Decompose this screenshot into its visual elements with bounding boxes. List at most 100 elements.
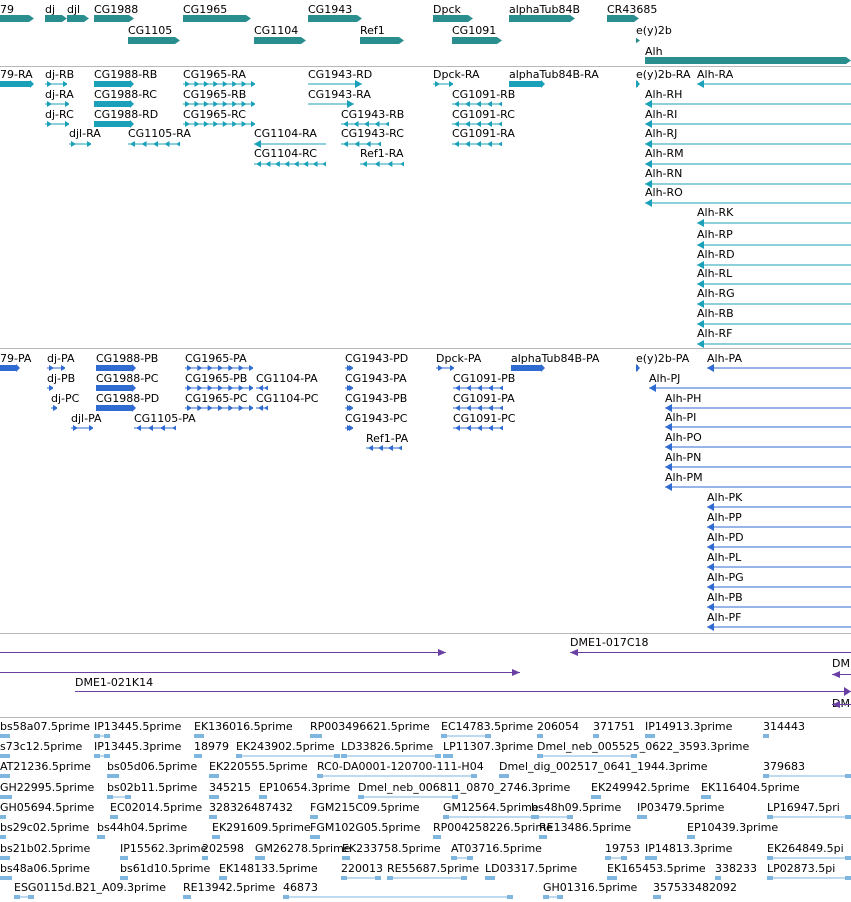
est-label[interactable]: bs29c02.5prime: [0, 821, 90, 834]
protein-label[interactable]: e(y)2b-PA: [636, 352, 690, 365]
est-glyph[interactable]: [194, 753, 202, 759]
est-label[interactable]: 328326487432: [209, 801, 293, 814]
est-glyph[interactable]: [593, 733, 599, 739]
protein-label[interactable]: dj-PB: [47, 372, 76, 385]
est-glyph[interactable]: [499, 773, 509, 779]
est-label[interactable]: EC14783.5prime: [441, 720, 534, 733]
est-label[interactable]: EC02014.5prime: [110, 801, 203, 814]
clone-glyph[interactable]: [0, 648, 446, 657]
est-label[interactable]: bs48h09.5prime: [531, 801, 622, 814]
protein-glyph[interactable]: [366, 444, 402, 452]
est-label[interactable]: IP15562.3prime: [120, 842, 208, 855]
est-glyph[interactable]: [107, 794, 131, 800]
est-glyph[interactable]: [358, 794, 458, 800]
est-label[interactable]: EK220555.5prime: [209, 760, 308, 773]
est-label[interactable]: EK116404.5prime: [701, 781, 800, 794]
est-label[interactable]: LD33826.5prime: [341, 740, 434, 753]
gene-glyph[interactable]: [509, 14, 575, 23]
est-label[interactable]: bs48a06.5prime: [0, 862, 90, 875]
est-label[interactable]: IP03479.5prime: [637, 801, 725, 814]
est-glyph[interactable]: [97, 834, 105, 840]
protein-glyph[interactable]: [185, 404, 253, 412]
transcript-glyph[interactable]: [308, 80, 362, 88]
protein-label[interactable]: Alh-PG: [707, 571, 744, 584]
est-label[interactable]: RC0-DA0001-120700-111-H04: [317, 760, 484, 773]
transcript-label[interactable]: Alh-RD: [697, 248, 735, 261]
est-glyph[interactable]: [202, 855, 208, 861]
transcript-label[interactable]: CG1943-RA: [308, 88, 371, 101]
transcript-glyph[interactable]: [645, 120, 851, 128]
transcript-label[interactable]: CG1104-RC: [254, 147, 317, 160]
est-glyph[interactable]: [433, 834, 441, 840]
protein-glyph[interactable]: [71, 424, 93, 432]
transcript-label[interactable]: Alh-RG: [697, 287, 735, 300]
est-glyph[interactable]: [531, 814, 539, 820]
est-label[interactable]: ESG0115d.B21_A09.3prime: [14, 881, 167, 894]
est-glyph[interactable]: [451, 855, 473, 861]
est-glyph[interactable]: [0, 733, 10, 739]
transcript-label[interactable]: Alh-RO: [645, 186, 683, 199]
protein-glyph[interactable]: [345, 404, 353, 412]
est-label[interactable]: EP10439.3prime: [687, 821, 779, 834]
protein-label[interactable]: CG1988-PC: [96, 372, 159, 385]
est-label[interactable]: GH01316.5prime: [543, 881, 638, 894]
gene-label[interactable]: CG1943: [308, 3, 353, 16]
est-glyph[interactable]: [341, 875, 381, 881]
est-glyph[interactable]: [637, 814, 647, 820]
est-glyph[interactable]: [317, 773, 477, 779]
transcript-glyph[interactable]: [645, 160, 851, 168]
est-label[interactable]: bs02b11.5prime: [107, 781, 198, 794]
est-glyph[interactable]: [0, 753, 10, 759]
transcript-label[interactable]: Alh-RP: [697, 228, 733, 241]
gene-glyph[interactable]: [128, 36, 180, 45]
protein-glyph[interactable]: [185, 384, 253, 392]
protein-glyph[interactable]: [345, 364, 353, 372]
transcript-glyph[interactable]: [697, 261, 851, 269]
protein-label[interactable]: CG1965-PB: [185, 372, 248, 385]
transcript-label[interactable]: CG1104-RA: [254, 127, 317, 140]
transcript-label[interactable]: djl-RA: [69, 127, 101, 140]
transcript-glyph[interactable]: [645, 199, 851, 207]
transcript-label[interactable]: dj-RA: [45, 88, 74, 101]
transcript-label[interactable]: Alh-RB: [697, 307, 734, 320]
transcript-glyph[interactable]: [45, 100, 69, 108]
est-glyph[interactable]: [687, 834, 695, 840]
est-glyph[interactable]: [14, 894, 34, 900]
est-glyph[interactable]: [701, 794, 711, 800]
est-glyph[interactable]: [255, 855, 265, 861]
est-glyph[interactable]: [441, 733, 491, 739]
est-label[interactable]: GH05694.5prime: [0, 801, 95, 814]
est-glyph[interactable]: [537, 733, 543, 739]
protein-label[interactable]: CG1943-PA: [345, 372, 407, 385]
est-label[interactable]: EK233758.5prime: [342, 842, 441, 855]
protein-label[interactable]: CG1988-PB: [96, 352, 159, 365]
est-label[interactable]: Dmel_neb_005525_0622_3593.3prime: [537, 740, 750, 753]
est-label[interactable]: 220013: [341, 862, 383, 875]
est-label[interactable]: bs61d10.5prime: [120, 862, 211, 875]
protein-glyph[interactable]: [256, 404, 268, 412]
est-label[interactable]: FGM102G05.5prime: [310, 821, 421, 834]
transcript-glyph[interactable]: [645, 100, 851, 108]
transcript-label[interactable]: CG1105-RA: [128, 127, 191, 140]
protein-label[interactable]: CG1965-PC: [185, 392, 248, 405]
gene-label[interactable]: Dpck: [433, 3, 461, 16]
est-label[interactable]: GH22995.5prime: [0, 781, 95, 794]
protein-label[interactable]: Alh-PF: [707, 611, 742, 624]
transcript-label[interactable]: Alh-RN: [645, 167, 683, 180]
est-label[interactable]: EP10654.3prime: [259, 781, 351, 794]
est-label[interactable]: EK165453.5prime: [607, 862, 706, 875]
est-label[interactable]: GM26278.5prime: [255, 842, 351, 855]
protein-glyph[interactable]: [665, 483, 851, 491]
est-label[interactable]: 345215: [209, 781, 251, 794]
gene-glyph[interactable]: [607, 14, 639, 23]
transcript-label[interactable]: CG1091-RC: [452, 108, 515, 121]
protein-label[interactable]: Alh-PL: [707, 551, 742, 564]
est-label[interactable]: IP14813.3prime: [645, 842, 733, 855]
est-glyph[interactable]: [310, 733, 322, 739]
est-glyph[interactable]: [767, 814, 851, 820]
est-glyph[interactable]: [645, 733, 655, 739]
est-glyph[interactable]: [443, 753, 453, 759]
est-glyph[interactable]: [236, 753, 340, 759]
protein-glyph[interactable]: [453, 404, 503, 412]
protein-label[interactable]: Alh-PA: [707, 352, 742, 365]
